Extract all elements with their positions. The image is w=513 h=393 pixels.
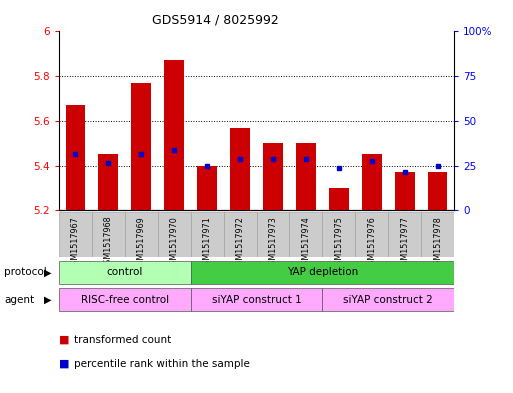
Bar — [296, 143, 315, 210]
Bar — [224, 212, 256, 257]
Text: GSM1517976: GSM1517976 — [367, 216, 376, 270]
Bar — [191, 261, 454, 284]
Bar — [421, 212, 454, 257]
Bar — [256, 212, 289, 257]
Bar — [322, 288, 454, 311]
Text: GDS5914 / 8025992: GDS5914 / 8025992 — [152, 14, 279, 27]
Bar — [428, 172, 447, 210]
Text: transformed count: transformed count — [74, 335, 172, 345]
Text: siYAP construct 1: siYAP construct 1 — [212, 295, 301, 305]
Bar — [329, 188, 349, 210]
Text: ▶: ▶ — [44, 295, 51, 305]
Bar — [394, 172, 415, 210]
Text: YAP depletion: YAP depletion — [287, 267, 358, 277]
Bar — [388, 212, 421, 257]
Bar — [164, 61, 184, 210]
Bar — [289, 212, 322, 257]
Bar — [362, 154, 382, 210]
Text: ▶: ▶ — [44, 267, 51, 277]
Text: GSM1517974: GSM1517974 — [301, 216, 310, 270]
Bar — [125, 212, 158, 257]
Text: GSM1517970: GSM1517970 — [170, 216, 179, 270]
Bar — [59, 212, 92, 257]
Text: GSM1517977: GSM1517977 — [400, 216, 409, 270]
Bar — [197, 165, 217, 210]
Bar — [66, 105, 85, 210]
Bar — [191, 212, 224, 257]
Text: GSM1517971: GSM1517971 — [203, 216, 212, 270]
Bar — [59, 288, 191, 311]
Bar — [230, 128, 250, 210]
Bar — [158, 212, 191, 257]
Text: percentile rank within the sample: percentile rank within the sample — [74, 358, 250, 369]
Bar — [355, 212, 388, 257]
Text: GSM1517973: GSM1517973 — [268, 216, 278, 270]
Text: protocol: protocol — [4, 267, 47, 277]
Text: ■: ■ — [59, 358, 69, 369]
Text: ■: ■ — [59, 335, 69, 345]
Text: GSM1517975: GSM1517975 — [334, 216, 343, 270]
Text: GSM1517968: GSM1517968 — [104, 216, 113, 270]
Text: GSM1517978: GSM1517978 — [433, 216, 442, 270]
Text: control: control — [107, 267, 143, 277]
Bar — [59, 261, 191, 284]
Text: GSM1517969: GSM1517969 — [137, 216, 146, 270]
Bar — [191, 288, 322, 311]
Bar — [92, 212, 125, 257]
Bar — [98, 154, 118, 210]
Text: RISC-free control: RISC-free control — [81, 295, 169, 305]
Bar — [131, 83, 151, 210]
Bar — [322, 212, 355, 257]
Text: GSM1517967: GSM1517967 — [71, 216, 80, 270]
Bar — [263, 143, 283, 210]
Text: GSM1517972: GSM1517972 — [235, 216, 245, 270]
Text: agent: agent — [4, 295, 34, 305]
Text: siYAP construct 2: siYAP construct 2 — [343, 295, 433, 305]
